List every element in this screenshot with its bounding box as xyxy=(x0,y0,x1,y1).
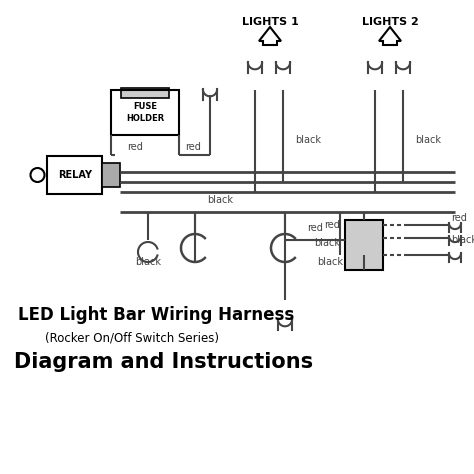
FancyArrow shape xyxy=(259,27,281,45)
Text: black: black xyxy=(451,235,474,245)
Text: black: black xyxy=(207,195,233,205)
Text: black: black xyxy=(135,257,161,267)
Text: red: red xyxy=(451,213,467,223)
FancyArrow shape xyxy=(379,27,401,45)
Bar xyxy=(121,88,169,98)
Bar xyxy=(47,156,102,194)
Text: red: red xyxy=(185,142,201,152)
Text: LED Light Bar Wiring Harness: LED Light Bar Wiring Harness xyxy=(18,306,294,324)
Text: red: red xyxy=(307,223,323,233)
Text: black: black xyxy=(295,135,321,145)
Text: LIGHTS 1: LIGHTS 1 xyxy=(242,17,298,27)
Bar xyxy=(111,90,179,135)
Text: (Rocker On/Off Switch Series): (Rocker On/Off Switch Series) xyxy=(45,331,219,345)
Text: RELAY: RELAY xyxy=(58,170,92,180)
Text: LIGHTS 2: LIGHTS 2 xyxy=(362,17,419,27)
Text: red: red xyxy=(127,142,143,152)
Text: red: red xyxy=(324,220,340,230)
Bar xyxy=(345,220,383,270)
Text: black: black xyxy=(317,257,343,267)
Text: Diagram and Instructions: Diagram and Instructions xyxy=(14,352,313,372)
Text: black: black xyxy=(314,238,340,248)
Bar xyxy=(102,163,120,187)
Text: black: black xyxy=(415,135,441,145)
Text: FUSE
HOLDER: FUSE HOLDER xyxy=(126,102,164,123)
